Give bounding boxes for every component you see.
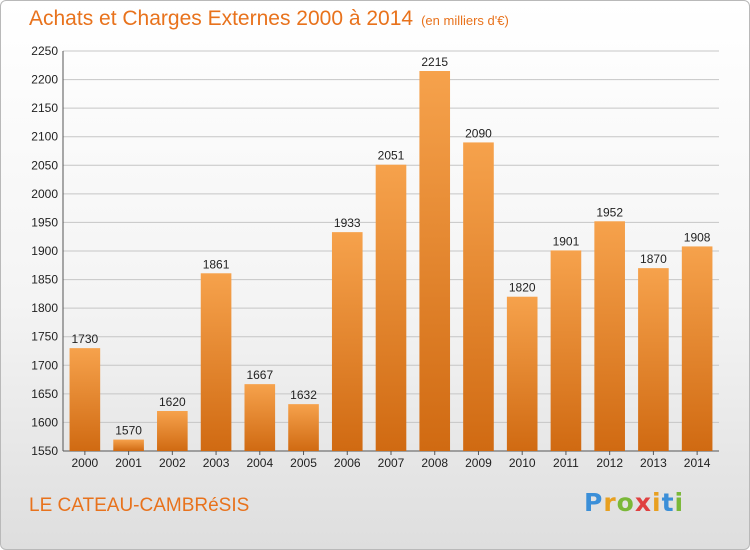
bar-value-label: 1908 (684, 230, 711, 244)
x-tick-label: 2007 (378, 456, 405, 470)
y-tick-label: 2100 (31, 130, 58, 144)
bar (331, 232, 363, 451)
x-tick-label: 2001 (115, 456, 142, 470)
y-tick-label: 1950 (31, 215, 58, 229)
bar-value-label: 2215 (421, 55, 448, 69)
bar (244, 384, 276, 451)
bar-value-label: 1901 (553, 234, 580, 248)
x-tick-label: 2013 (640, 456, 667, 470)
bar-value-label: 2090 (465, 126, 492, 140)
bar (157, 411, 188, 451)
x-tick-label: 2011 (553, 456, 579, 470)
bar-value-label: 1952 (596, 205, 623, 219)
x-tick-label: 2002 (159, 456, 186, 470)
bar-value-label: 1861 (203, 257, 230, 271)
y-tick-label: 1700 (31, 358, 58, 372)
y-tick-label: 2150 (31, 101, 58, 115)
y-tick-label: 2250 (31, 44, 58, 58)
x-tick-label: 2014 (684, 456, 711, 470)
y-tick-label: 1800 (31, 301, 58, 315)
logo-letter: x (634, 488, 652, 517)
y-tick-label: 1550 (31, 444, 58, 458)
bar (375, 164, 407, 451)
bar-value-label: 1820 (509, 281, 536, 295)
bar (681, 246, 713, 451)
bar (463, 142, 494, 451)
chart-unit: (en milliers d'€) (421, 13, 509, 28)
logo-letter: P (584, 488, 604, 517)
proxiti-logo: Proxiti (584, 488, 684, 517)
bar (419, 71, 451, 451)
logo-letter: t (661, 488, 675, 517)
bar (200, 273, 232, 451)
x-tick-label: 2012 (596, 456, 623, 470)
x-tick-label: 2010 (509, 456, 536, 470)
logo-letter: i (652, 488, 662, 517)
y-tick-label: 1750 (31, 330, 58, 344)
chart-title: Achats et Charges Externes 2000 à 2014 (e… (29, 7, 509, 31)
bar (288, 404, 319, 451)
logo-letter: r (603, 488, 617, 517)
x-tick-label: 2003 (203, 456, 230, 470)
x-tick-label: 2005 (290, 456, 317, 470)
x-tick-label: 2006 (334, 456, 361, 470)
bar-chart: 1550 1600 1650 1700 1750 1800 1850 1900 1950 2000… (31, 44, 719, 470)
logo-letter: i (674, 488, 685, 517)
x-tick-label: 2009 (465, 456, 492, 470)
x-tick-label: 2004 (246, 456, 273, 470)
bar (113, 439, 144, 451)
y-tick-label: 1850 (31, 273, 58, 287)
bar-value-label: 2051 (378, 149, 405, 163)
bar-value-label: 1632 (290, 388, 317, 402)
x-tick-label: 2008 (421, 456, 448, 470)
x-tick-label: 2000 (72, 456, 99, 470)
y-tick-label: 1600 (31, 415, 58, 429)
y-tick-label: 2200 (31, 73, 58, 87)
y-tick-label: 2000 (31, 187, 58, 201)
bar-value-label: 1620 (159, 395, 186, 409)
bar (594, 221, 625, 451)
chart-title-text: Achats et Charges Externes 2000 à 2014 (29, 7, 414, 30)
y-tick-label: 1900 (31, 244, 58, 258)
bar-value-label: 1870 (640, 252, 667, 266)
logo-letter: o (616, 488, 635, 517)
bar-value-label: 1933 (334, 216, 361, 230)
y-tick-label: 2050 (31, 158, 58, 172)
bar-value-label: 1730 (72, 332, 99, 346)
town-name: LE CATEAU-CAMBRéSIS (29, 495, 250, 516)
bar (550, 250, 582, 451)
bar (638, 268, 669, 451)
bar-value-label: 1570 (115, 424, 142, 438)
y-tick-label: 1650 (31, 387, 58, 401)
bar-value-label: 1667 (246, 368, 273, 382)
bar (69, 348, 101, 451)
bar (506, 296, 538, 451)
